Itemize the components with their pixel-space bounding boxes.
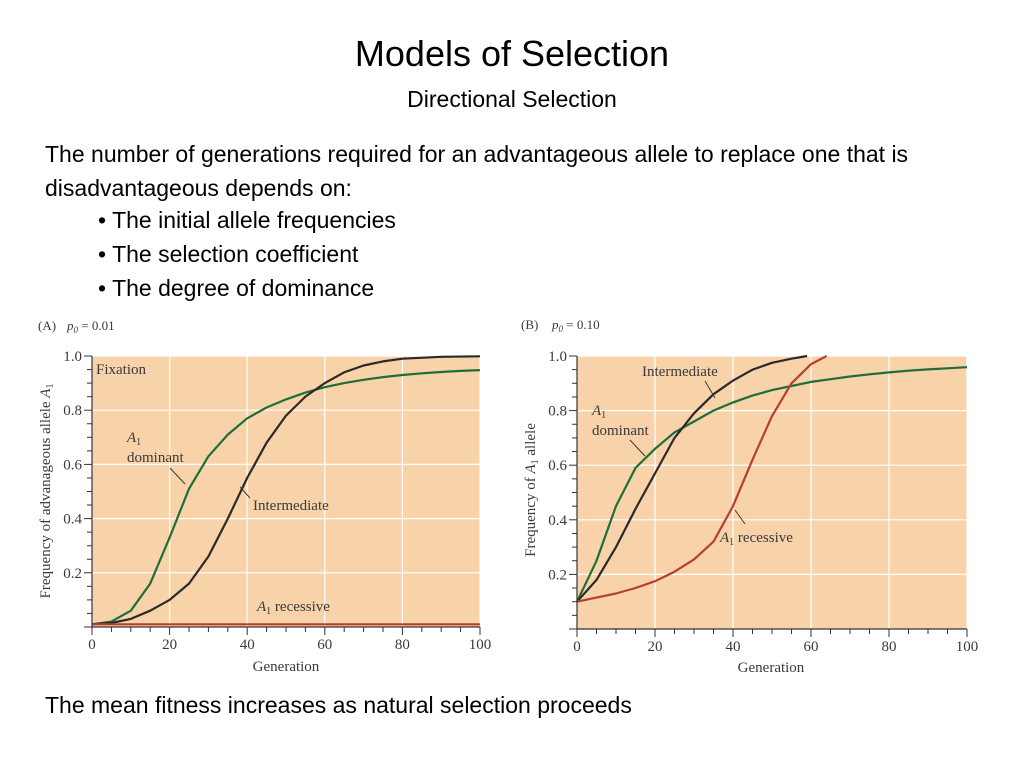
bullet-list: The initial allele frequencies The selec… [98,203,396,305]
chart-b: 0 20 40 60 80 100 0.2 0.4 0.6 0.8 1.0 (B) p0 = 0.1… [521,317,978,676]
chart-a-series [91,355,481,626]
b-y-tick-label: 0.2 [548,567,567,583]
slide-title: Models of Selection [354,33,670,74]
chart-a-recessive-label: A1 recessive [256,599,330,617]
b-series-dominant [576,366,968,603]
b-x-tick-label: 60 [804,639,819,655]
a-y-tick-label: 1.0 [63,349,82,365]
b-x-tick-label: 80 [882,639,897,655]
b-y-tick-label: 0.6 [548,458,567,474]
a-x-tick-label: 0 [88,637,96,653]
chart-b-p0-label: p0 = 0.10 [551,317,600,334]
a-y-tick-label: 0.4 [63,512,82,528]
chart-b-recessive-pointer [734,509,746,525]
chart-a-dominant-pointer [169,467,186,485]
slide-subtitle: Directional Selection [407,86,617,112]
chart-b-panel-letter: (B) [521,317,538,332]
b-x-tick-label: 20 [648,639,663,655]
b-y-tick-label: 0.4 [548,513,567,529]
chart-a-intermediate-label: Intermediate [253,498,329,514]
b-plot-background [577,356,967,629]
b-x-tick-label: 40 [726,639,741,655]
chart-a-p0-label: p0 = 0.01 [66,318,115,335]
a-plot-background [92,356,480,627]
a-x-tick-label: 80 [395,637,410,653]
chart-b-axes: 0 20 40 60 80 100 0.2 0.4 0.6 0.8 1.0 [548,349,978,655]
chart-b-series [576,354,968,603]
chart-b-ylabel: Frequency of A1 allele [523,423,541,557]
chart-a-panel-letter: (A) [38,318,56,333]
intro-paragraph: The number of generations required for a… [45,141,909,201]
b-x-tick-label: 100 [956,639,979,655]
chart-a: 0 20 40 60 80 100 0.2 0.4 0.6 0.8 1.0 (A) p0 = 0.0… [38,318,491,675]
a-x-tick-label: 100 [469,637,492,653]
chart-a-xlabel: Generation [253,659,320,675]
a-y-tick-label: 0.6 [63,457,82,473]
b-y-tick-label: 0.8 [548,404,567,420]
chart-b-intermediate-label: Intermediate [642,364,718,380]
bullet-item: The selection coefficient [98,237,396,271]
b-series-recessive [576,355,828,603]
bullet-item: The degree of dominance [98,271,396,305]
a-series-intermediate [91,355,481,626]
b-x-tick-label: 0 [573,639,581,655]
chart-b-dominant-pointer [629,439,646,457]
chart-b-plot [576,355,968,629]
chart-a-dominant-label: A1 dominant [126,430,184,466]
chart-b-recessive-label: A1 recessive [719,530,793,548]
chart-a-plot [91,355,481,627]
chart-b-dominant-label: A1 dominant [591,403,649,439]
a-x-tick-label: 20 [162,637,177,653]
footer-text: The mean fitness increases as natural se… [45,692,632,718]
a-series-dominant [91,369,481,626]
chart-a-fixation-label: Fixation [96,362,147,378]
b-series-intermediate [576,354,808,603]
chart-a-intermediate-pointer [239,486,251,499]
chart-a-ylabel: Frequency of advanageous allele A1 [38,384,56,599]
a-y-tick-label: 0.2 [63,566,82,582]
chart-b-intermediate-pointer [704,380,716,399]
b-y-tick-label: 1.0 [548,349,567,365]
chart-b-xlabel: Generation [738,660,805,676]
a-x-tick-label: 60 [317,637,332,653]
bullet-item: The initial allele frequencies [98,203,396,237]
a-x-tick-label: 40 [240,637,255,653]
chart-a-axes: 0 20 40 60 80 100 0.2 0.4 0.6 0.8 1.0 [63,349,491,653]
a-y-tick-label: 0.8 [63,403,82,419]
